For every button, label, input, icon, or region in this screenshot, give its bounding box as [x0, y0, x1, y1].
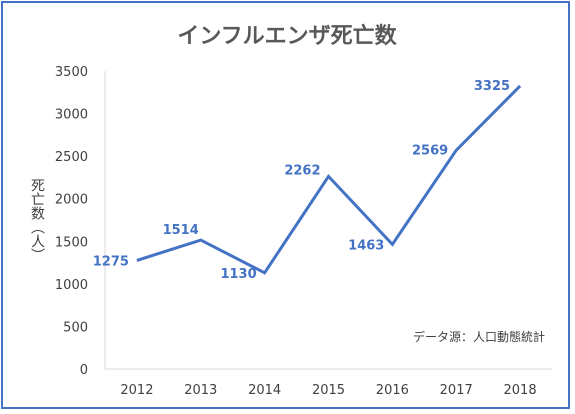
data-label: 2569 — [412, 143, 448, 158]
source-annotation: データ源：人口動態統計 — [413, 329, 545, 344]
y-tick-label: 1500 — [55, 235, 88, 250]
x-tick-labels: 2012 2013 2014 2015 2016 2017 2018 — [120, 383, 536, 398]
y-tick-label: 3500 — [55, 65, 88, 80]
data-label: 1130 — [220, 267, 256, 282]
y-axis-label: 死亡数（人） — [29, 178, 45, 262]
chart-title: インフルエンザ死亡数 — [177, 23, 397, 49]
y-tick-label: 1000 — [55, 278, 88, 293]
data-label: 3325 — [474, 79, 510, 94]
y-tick-label: 0 — [80, 363, 88, 378]
x-tick-label: 2017 — [440, 383, 473, 398]
data-label: 1463 — [348, 238, 384, 253]
x-tick-label: 2015 — [312, 383, 345, 398]
data-label: 1275 — [93, 254, 129, 269]
data-label: 2262 — [284, 163, 320, 178]
chart-frame — [1, 1, 570, 409]
series-line — [136, 84, 522, 275]
x-tick-label: 2016 — [376, 383, 409, 398]
x-tick-label: 2018 — [504, 383, 537, 398]
y-tick-label: 2000 — [55, 193, 88, 208]
x-tick-label: 2014 — [248, 383, 281, 398]
x-tick-label: 2013 — [184, 383, 217, 398]
x-tick-label: 2012 — [120, 383, 153, 398]
data-labels: 1275 1514 1130 2262 1463 2569 3325 — [93, 79, 510, 282]
y-tick-label: 3000 — [55, 108, 88, 123]
data-label: 1514 — [163, 223, 199, 238]
y-tick-labels: 0 500 1000 1500 2000 2500 3000 3500 — [55, 65, 88, 378]
y-tick-label: 500 — [63, 320, 88, 335]
y-tick-label: 2500 — [55, 150, 88, 165]
